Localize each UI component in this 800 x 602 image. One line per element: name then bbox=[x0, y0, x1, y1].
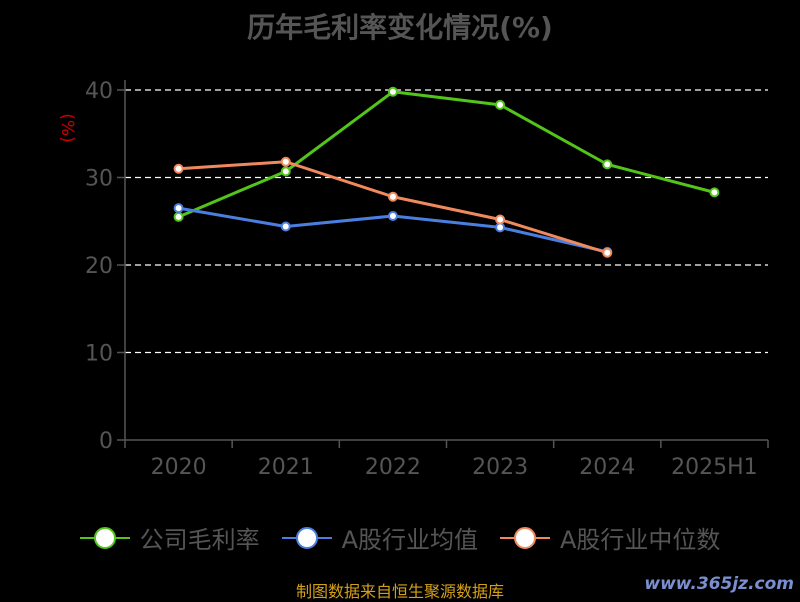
data-point bbox=[280, 221, 291, 232]
legend-label: 公司毛利率 bbox=[139, 526, 260, 554]
legend-swatch bbox=[500, 525, 550, 551]
legend-item[interactable]: A股行业均值 bbox=[281, 520, 478, 555]
data-point bbox=[602, 247, 613, 258]
legend-label: A股行业中位数 bbox=[560, 526, 721, 554]
x-tick-label: 2023 bbox=[472, 455, 528, 480]
data-point bbox=[495, 214, 506, 225]
y-tick-label: 0 bbox=[99, 429, 113, 454]
data-point bbox=[495, 99, 506, 110]
data-point bbox=[602, 159, 613, 170]
data-point bbox=[387, 191, 398, 202]
data-point bbox=[173, 163, 184, 174]
y-tick-label: 20 bbox=[85, 254, 113, 279]
x-tick-label: 2020 bbox=[151, 455, 207, 480]
y-tick-label: 40 bbox=[85, 79, 113, 104]
y-tick-label: 10 bbox=[85, 342, 113, 367]
x-tick-label: 2024 bbox=[579, 455, 635, 480]
data-point bbox=[495, 222, 506, 233]
legend-label: A股行业均值 bbox=[341, 526, 478, 554]
data-point bbox=[709, 187, 720, 198]
data-point bbox=[173, 211, 184, 222]
legend-swatch bbox=[281, 525, 332, 551]
legend-swatch bbox=[79, 525, 130, 551]
series-lines bbox=[173, 86, 720, 258]
data-point bbox=[387, 211, 398, 221]
legend-item[interactable]: 公司毛利率 bbox=[79, 520, 260, 555]
x-tick-label: 2021 bbox=[258, 455, 314, 480]
x-tick-label: 2022 bbox=[365, 455, 421, 480]
chart-title: 历年毛利率变化情况(%) bbox=[247, 11, 553, 44]
data-point bbox=[280, 156, 291, 167]
series-line bbox=[178, 160, 608, 255]
source-note: 制图数据来自恒生聚源数据库 bbox=[295, 582, 504, 601]
legend-item[interactable]: A股行业中位数 bbox=[500, 520, 720, 555]
data-point bbox=[280, 166, 291, 177]
series-0 bbox=[173, 86, 720, 222]
data-point bbox=[387, 86, 398, 97]
x-tick-label: 2025H1 bbox=[671, 455, 758, 480]
y-tick-label: 30 bbox=[85, 167, 113, 192]
y-axis-label: (%) bbox=[57, 113, 77, 142]
series-line bbox=[177, 90, 715, 219]
legend: 公司毛利率 A股行业均值 A股行业中位数 bbox=[0, 520, 800, 555]
axes: 0 10 20 30 40 2020 2021 2022 2023 2024 2025H1 bbox=[85, 79, 769, 480]
data-point bbox=[173, 203, 184, 214]
series-2 bbox=[173, 156, 613, 258]
watermark: www.365jz.com bbox=[644, 574, 794, 594]
series-1 bbox=[173, 203, 613, 257]
